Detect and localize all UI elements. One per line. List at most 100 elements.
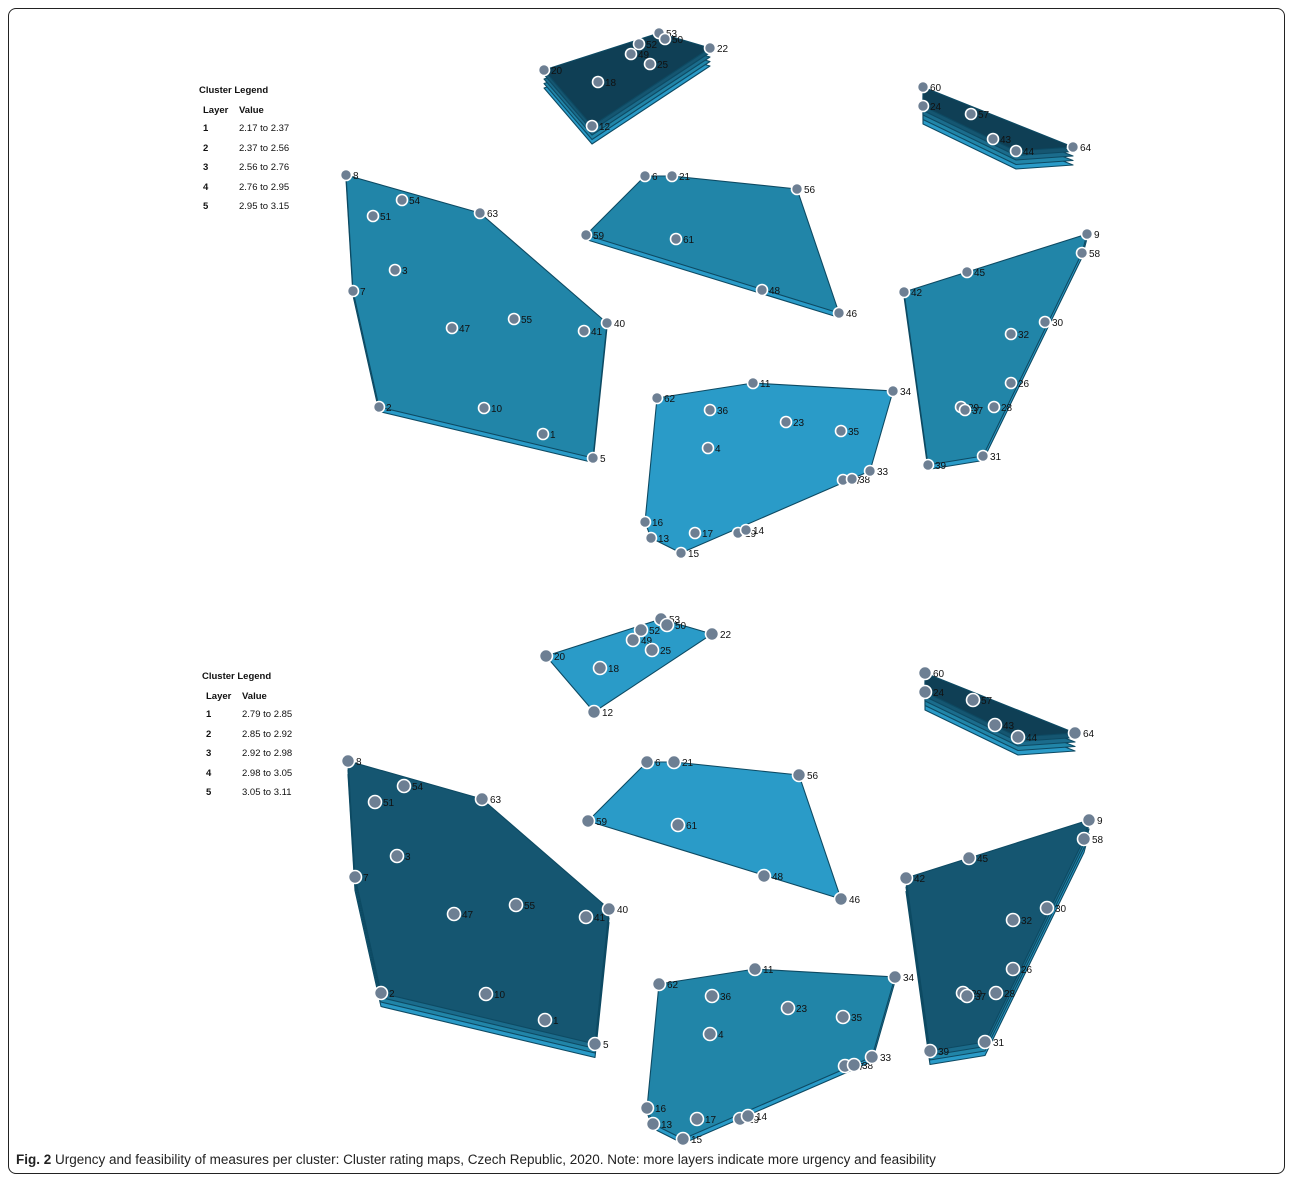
statement-point[interactable]: 2: [372, 400, 393, 415]
point-marker[interactable]: [965, 692, 981, 708]
statement-point[interactable]: 37: [959, 988, 987, 1004]
point-marker[interactable]: [586, 704, 602, 720]
point-marker[interactable]: [446, 906, 462, 922]
point-marker[interactable]: [688, 526, 702, 540]
statement-point[interactable]: 28: [987, 400, 1013, 415]
statement-point[interactable]: 16: [638, 515, 664, 530]
point-marker[interactable]: [835, 1009, 851, 1025]
statement-point[interactable]: 59: [580, 813, 608, 829]
point-marker[interactable]: [832, 306, 846, 320]
point-marker[interactable]: [961, 850, 977, 866]
point-marker[interactable]: [897, 285, 911, 299]
point-marker[interactable]: [702, 1026, 718, 1042]
statement-point[interactable]: 64: [1066, 140, 1092, 155]
point-marker[interactable]: [864, 1049, 880, 1065]
statement-point[interactable]: 36: [703, 403, 729, 418]
point-marker[interactable]: [747, 961, 763, 977]
point-marker[interactable]: [958, 403, 972, 417]
point-marker[interactable]: [988, 985, 1004, 1001]
statement-point[interactable]: 12: [585, 119, 611, 134]
statement-point[interactable]: 55: [508, 897, 536, 913]
statement-point[interactable]: 8: [340, 753, 363, 769]
point-marker[interactable]: [666, 754, 682, 770]
statement-point[interactable]: 43: [987, 717, 1015, 733]
statement-point[interactable]: 9: [1081, 812, 1104, 828]
point-marker[interactable]: [701, 441, 715, 455]
point-marker[interactable]: [601, 901, 617, 917]
statement-point[interactable]: 14: [739, 523, 765, 538]
point-marker[interactable]: [916, 80, 930, 94]
point-marker[interactable]: [346, 284, 360, 298]
point-marker[interactable]: [473, 206, 487, 220]
statement-point[interactable]: 3: [389, 848, 412, 864]
statement-point[interactable]: 1: [537, 1012, 560, 1028]
statement-point[interactable]: 54: [396, 778, 424, 794]
statement-point[interactable]: 25: [643, 57, 669, 72]
point-marker[interactable]: [644, 531, 658, 545]
point-marker[interactable]: [587, 1036, 603, 1052]
statement-point[interactable]: 40: [600, 316, 626, 331]
statement-point[interactable]: 15: [674, 546, 700, 561]
point-marker[interactable]: [585, 119, 599, 133]
statement-point[interactable]: 52: [633, 622, 661, 638]
point-marker[interactable]: [790, 182, 804, 196]
point-marker[interactable]: [347, 869, 363, 885]
statement-point[interactable]: 20: [538, 648, 566, 664]
statement-point[interactable]: 12: [586, 704, 614, 720]
point-marker[interactable]: [373, 985, 389, 1001]
point-marker[interactable]: [976, 449, 990, 463]
statement-point[interactable]: 48: [756, 868, 784, 884]
statement-point[interactable]: 57: [964, 107, 990, 122]
point-marker[interactable]: [703, 403, 717, 417]
statement-point[interactable]: 28: [988, 985, 1016, 1001]
statement-point[interactable]: 41: [577, 324, 603, 339]
statement-point[interactable]: 34: [886, 384, 912, 399]
statement-point[interactable]: 7: [347, 869, 370, 885]
statement-point[interactable]: 42: [897, 285, 923, 300]
point-marker[interactable]: [507, 312, 521, 326]
statement-point[interactable]: 46: [833, 891, 861, 907]
statement-point[interactable]: 38: [845, 472, 871, 487]
point-marker[interactable]: [643, 57, 657, 71]
statement-point[interactable]: 24: [917, 684, 945, 700]
statement-point[interactable]: 17: [689, 1111, 717, 1127]
statement-point[interactable]: 6: [639, 754, 662, 770]
statement-point[interactable]: 56: [790, 182, 816, 197]
statement-point[interactable]: 23: [780, 1000, 808, 1016]
statement-point[interactable]: 61: [669, 232, 695, 247]
point-marker[interactable]: [367, 794, 383, 810]
statement-point[interactable]: 2: [373, 985, 396, 1001]
statement-point[interactable]: 63: [473, 206, 499, 221]
point-marker[interactable]: [591, 75, 605, 89]
point-marker[interactable]: [922, 1043, 938, 1059]
point-marker[interactable]: [1075, 246, 1089, 260]
statement-point[interactable]: 26: [1004, 376, 1030, 391]
point-marker[interactable]: [645, 1116, 661, 1132]
statement-point[interactable]: 38: [846, 1057, 874, 1073]
point-marker[interactable]: [791, 767, 807, 783]
point-marker[interactable]: [921, 458, 935, 472]
statement-point[interactable]: 30: [1038, 315, 1064, 330]
statement-point[interactable]: 47: [446, 906, 474, 922]
statement-point[interactable]: 21: [665, 169, 691, 184]
statement-point[interactable]: 59: [579, 228, 605, 243]
statement-point[interactable]: 21: [666, 754, 694, 770]
statement-point[interactable]: 51: [367, 794, 395, 810]
point-marker[interactable]: [739, 523, 753, 537]
point-marker[interactable]: [658, 32, 672, 46]
statement-point[interactable]: 45: [960, 265, 986, 280]
point-marker[interactable]: [339, 168, 353, 182]
point-marker[interactable]: [586, 451, 600, 465]
statement-point[interactable]: 31: [977, 1034, 1005, 1050]
point-marker[interactable]: [669, 232, 683, 246]
point-marker[interactable]: [639, 754, 655, 770]
point-marker[interactable]: [917, 684, 933, 700]
point-marker[interactable]: [633, 622, 649, 638]
statement-point[interactable]: 32: [1004, 327, 1030, 342]
point-marker[interactable]: [639, 1100, 655, 1116]
point-marker[interactable]: [1004, 327, 1018, 341]
statement-point[interactable]: 57: [965, 692, 993, 708]
statement-point[interactable]: 15: [675, 1131, 703, 1147]
statement-point[interactable]: 63: [474, 791, 502, 807]
point-marker[interactable]: [625, 632, 641, 648]
